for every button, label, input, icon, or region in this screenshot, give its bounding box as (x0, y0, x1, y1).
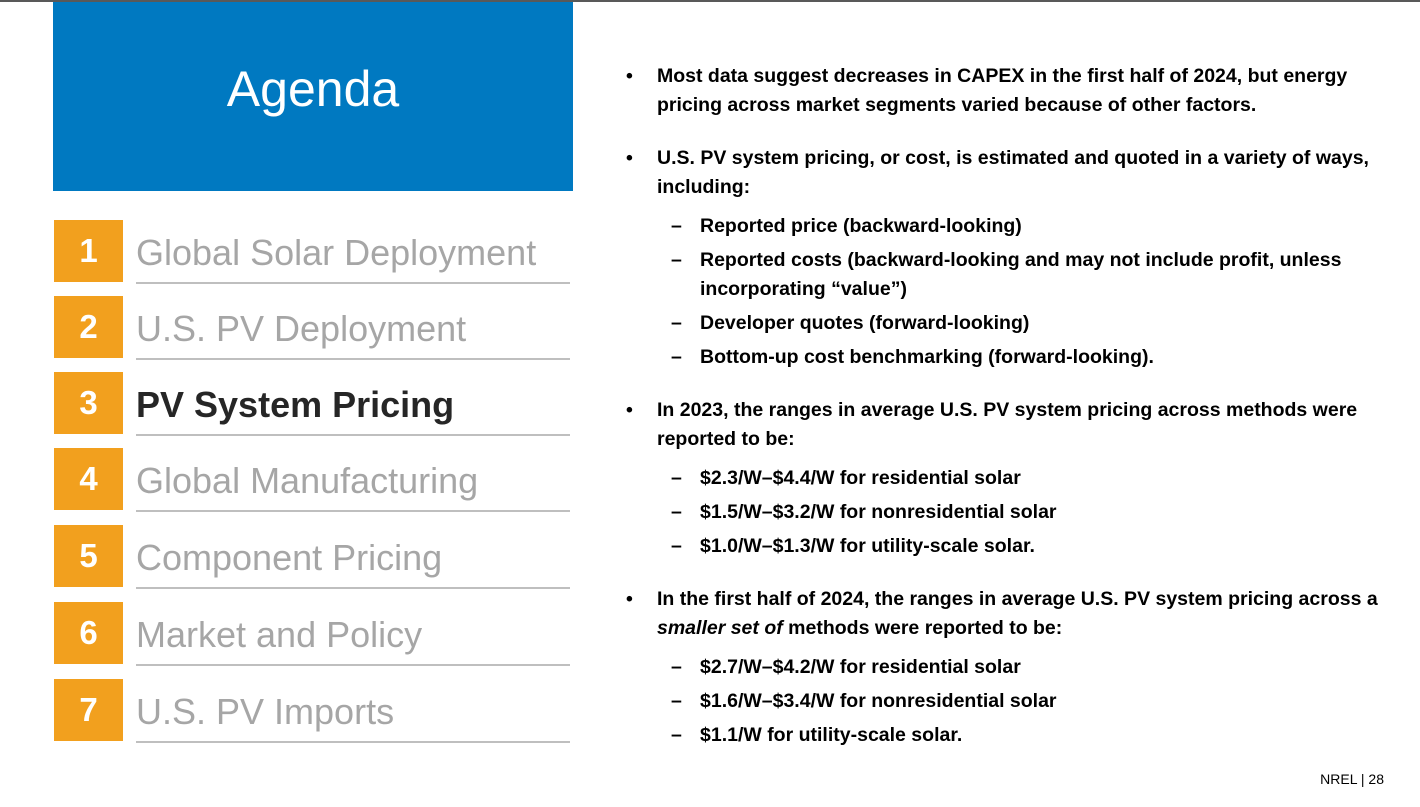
agenda-divider (136, 282, 570, 284)
slide-footer: NREL | 28 (1320, 771, 1384, 787)
bullet-pricing-methods: • U.S. PV system pricing, or cost, is es… (626, 144, 1386, 202)
sub-text: $1.1/W for utility-scale solar. (700, 724, 963, 746)
bullet-text-before: In the first half of 2024, the ranges in… (657, 588, 1378, 610)
dash-marker: – (671, 535, 682, 557)
top-rule (0, 0, 1420, 2)
sub-text: $1.0/W–$1.3/W for utility-scale solar. (700, 535, 1035, 557)
agenda-label: U.S. PV Imports (136, 691, 395, 732)
agenda-label: Market and Policy (136, 614, 423, 655)
sub-item: – $1.5/W–$3.2/W for nonresidential solar (626, 498, 1386, 527)
agenda-divider (136, 510, 570, 512)
page-number: 28 (1368, 771, 1384, 787)
sub-text: Reported costs (backward-looking and may… (700, 249, 1342, 300)
dash-marker: – (671, 215, 682, 237)
sub-list-2023: – $2.3/W–$4.4/W for residential solar – $1… (626, 464, 1386, 561)
sub-text: $1.5/W–$3.2/W for nonresidential solar (700, 501, 1057, 523)
bullet-marker: • (626, 588, 633, 610)
dash-marker: – (671, 656, 682, 678)
sub-text: Bottom-up cost benchmarking (forward-loo… (700, 346, 1154, 368)
sub-list-2024: – $2.7/W–$4.2/W for residential solar – $1… (626, 653, 1386, 750)
dash-marker: – (671, 312, 682, 334)
agenda-item-6[interactable]: 6 Market and Policy (53, 602, 570, 666)
dash-marker: – (671, 690, 682, 712)
agenda-label: Global Solar Deployment (136, 232, 537, 273)
agenda-item-5[interactable]: 5 Component Pricing (53, 525, 570, 589)
bullet-2024-ranges: • In the first half of 2024, the ranges … (626, 585, 1386, 643)
agenda-title: Agenda (226, 61, 400, 117)
agenda-header: Agenda (53, 2, 573, 191)
sub-list-methods: – Reported price (backward-looking) – Repo… (626, 212, 1386, 372)
sub-item: – Bottom-up cost benchmarking (forward-lo… (626, 343, 1386, 372)
agenda-item-4[interactable]: 4 Global Manufacturing (53, 448, 570, 512)
bullet-marker: • (626, 65, 633, 87)
agenda-label: Component Pricing (136, 537, 443, 578)
footer-org: NREL (1320, 771, 1357, 787)
dash-marker: – (671, 467, 682, 489)
bullet-marker: • (626, 147, 633, 169)
sub-item: – $1.0/W–$1.3/W for utility-scale solar. (626, 532, 1386, 561)
bullet-text-italic: smaller set of (657, 617, 783, 639)
sub-text: Reported price (backward-looking) (700, 215, 1022, 237)
agenda-divider (136, 587, 570, 589)
sub-item: – Reported costs (backward-looking and ma… (626, 246, 1386, 304)
sub-item: – Developer quotes (forward-looking) (626, 309, 1386, 338)
agenda-divider (136, 664, 570, 666)
agenda-item-1[interactable]: 1 Global Solar Deployment (53, 220, 570, 284)
footer-separator: | (1360, 771, 1365, 787)
bullet-text-after: methods were reported to be: (782, 617, 1063, 639)
sub-text: Developer quotes (forward-looking) (700, 312, 1030, 334)
agenda-divider (136, 741, 570, 743)
sub-text: $1.6/W–$3.4/W for nonresidential solar (700, 690, 1057, 712)
agenda-number: 1 (54, 220, 123, 282)
agenda-number: 7 (54, 679, 123, 741)
sub-item: – $1.1/W for utility-scale solar. (626, 721, 1386, 750)
bullet-2023-ranges: • In 2023, the ranges in average U.S. PV… (626, 396, 1386, 454)
slide-content: • Most data suggest decreases in CAPEX i… (626, 62, 1386, 755)
agenda-divider (136, 434, 570, 436)
sub-item: – Reported price (backward-looking) (626, 212, 1386, 241)
dash-marker: – (671, 501, 682, 523)
agenda-item-3[interactable]: 3 PV System Pricing (53, 372, 570, 436)
agenda-number: 5 (54, 525, 123, 587)
agenda-number: 3 (54, 372, 123, 434)
sub-item: – $2.7/W–$4.2/W for residential solar (626, 653, 1386, 682)
agenda-number: 6 (54, 602, 123, 664)
bullet-marker: • (626, 399, 633, 421)
sub-text: $2.7/W–$4.2/W for residential solar (700, 656, 1021, 678)
dash-marker: – (671, 724, 682, 746)
bullet-capex: • Most data suggest decreases in CAPEX i… (626, 62, 1386, 120)
dash-marker: – (671, 346, 682, 368)
bullet-text: U.S. PV system pricing, or cost, is esti… (657, 147, 1369, 198)
sub-text: $2.3/W–$4.4/W for residential solar (700, 467, 1021, 489)
agenda-label: U.S. PV Deployment (136, 308, 467, 349)
bullet-text: Most data suggest decreases in CAPEX in … (657, 65, 1348, 116)
sub-item: – $1.6/W–$3.4/W for nonresidential solar (626, 687, 1386, 716)
dash-marker: – (671, 249, 682, 271)
agenda-label: Global Manufacturing (136, 460, 479, 501)
sub-item: – $2.3/W–$4.4/W for residential solar (626, 464, 1386, 493)
bullet-text: In 2023, the ranges in average U.S. PV s… (657, 399, 1358, 450)
agenda-item-2[interactable]: 2 U.S. PV Deployment (53, 296, 570, 360)
agenda-label-active: PV System Pricing (136, 384, 455, 425)
agenda-number: 4 (54, 448, 123, 510)
agenda-divider (136, 358, 570, 360)
agenda-number: 2 (54, 296, 123, 358)
agenda-item-7[interactable]: 7 U.S. PV Imports (53, 679, 570, 743)
